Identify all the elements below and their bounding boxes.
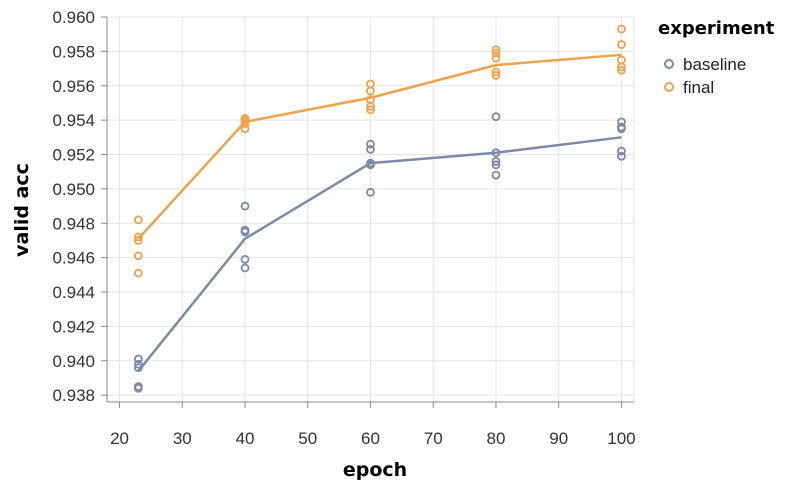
data-point-final [366, 79, 375, 89]
data-point-baseline [366, 139, 375, 149]
data-point-final [133, 268, 143, 278]
data-point-baseline [240, 201, 250, 211]
grid-layer [107, 16, 635, 402]
y-axis-title: valid acc [11, 163, 33, 257]
data-point-final [617, 24, 626, 34]
y-tick-label: 0.950 [52, 180, 95, 199]
data-point-final [617, 40, 626, 49]
data-point-baseline [366, 158, 375, 168]
x-tick-label: 60 [361, 429, 380, 448]
x-axis-title: epoch [343, 459, 407, 481]
mean-lines [137, 53, 622, 372]
data-point-final [133, 232, 143, 242]
data-point-baseline [240, 225, 250, 235]
data-point-baseline [366, 187, 375, 197]
data-point-baseline [240, 263, 250, 273]
data-point-baseline [617, 146, 626, 156]
data-point-final [491, 48, 501, 58]
y-tick-label: 0.946 [52, 249, 95, 268]
x-tick-label: 80 [487, 429, 506, 448]
y-tick-label: 0.938 [52, 386, 95, 405]
y-tick-label: 0.956 [52, 77, 95, 96]
x-tick-label: 70 [424, 429, 443, 448]
data-point-final [133, 251, 143, 261]
x-tick-label: 30 [173, 429, 192, 448]
y-tick-label: 0.940 [52, 352, 95, 371]
data-point-final [491, 45, 501, 55]
y-tick-label: 0.954 [52, 111, 95, 130]
legend-label-baseline: baseline [683, 55, 746, 74]
data-point-baseline [491, 148, 501, 158]
legend-marker-baseline [664, 59, 674, 69]
x-tick-label: 40 [236, 429, 255, 448]
data-point-baseline [133, 382, 143, 391]
axes: 20 30 40 50 60 70 80 90 100 0.938 0.940 0.942 0.944 0… [52, 8, 635, 448]
y-tick-label: 0.958 [52, 42, 95, 61]
data-point-baseline [491, 112, 501, 122]
data-point-baseline [491, 170, 501, 180]
data-point-final [491, 71, 501, 80]
data-point-final [366, 95, 375, 104]
data-point-final [617, 55, 626, 65]
y-tick-label: 0.960 [52, 8, 95, 27]
data-point-final [366, 105, 375, 115]
x-tick-label: 50 [298, 429, 317, 448]
x-tick-label: 20 [110, 429, 129, 448]
legend: experiment baseline final [658, 18, 775, 97]
data-point-final [491, 53, 501, 63]
mean-line-baseline [137, 136, 622, 372]
legend-marker-final [664, 82, 674, 92]
x-tick-label: 100 [607, 429, 635, 448]
data-point-baseline [133, 354, 143, 364]
data-point-final [240, 114, 250, 123]
data-point-final [133, 236, 143, 245]
legend-title: experiment [658, 18, 775, 39]
data-point-final [491, 67, 501, 77]
data-point-baseline [240, 254, 250, 264]
data-point-final [133, 215, 143, 225]
data-point-baseline [617, 122, 626, 132]
y-tick-label: 0.944 [52, 283, 95, 302]
data-point-final [617, 65, 626, 75]
y-tick-label: 0.942 [52, 317, 95, 336]
data-point-baseline [617, 151, 626, 161]
data-point-baseline [491, 156, 501, 166]
y-tick-label: 0.952 [52, 146, 95, 165]
data-point-baseline [617, 117, 626, 127]
mean-line-final [137, 53, 622, 240]
legend-label-final: final [683, 78, 714, 97]
data-point-baseline [133, 359, 143, 369]
data-point-baseline [133, 363, 143, 373]
x-tick-label: 90 [549, 429, 568, 448]
data-point-baseline [491, 160, 501, 170]
data-point-baseline [366, 144, 375, 154]
y-tick-label: 0.948 [52, 214, 95, 233]
data-points [133, 24, 626, 393]
